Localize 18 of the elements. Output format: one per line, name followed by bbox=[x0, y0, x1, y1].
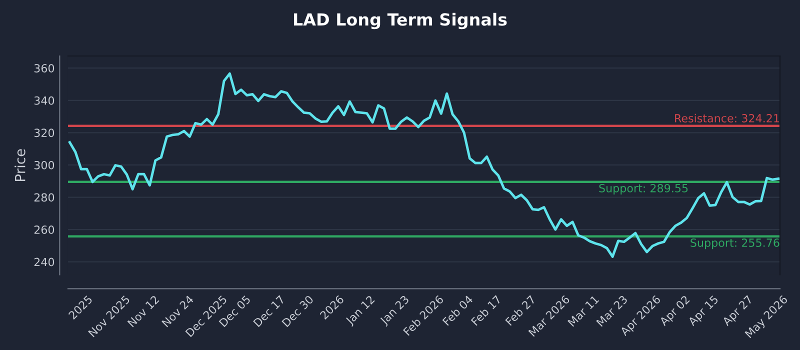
ref-line-label: Resistance: 324.21 bbox=[675, 114, 779, 122]
y-tick-label: 280 bbox=[34, 193, 54, 202]
x-tick-label: Jan 23 bbox=[379, 294, 411, 327]
y-tick-label: 340 bbox=[34, 96, 54, 105]
x-tick-label: Jan 12 bbox=[344, 295, 376, 327]
x-tick-label: Apr 27 bbox=[722, 295, 754, 328]
chart-title: LAD Long Term Signals bbox=[294, 12, 507, 30]
x-tick-label: Feb 27 bbox=[504, 294, 536, 326]
y-tick-label: 260 bbox=[34, 226, 54, 234]
x-tick-label: Dec 30 bbox=[282, 294, 314, 328]
y-tick-label: 320 bbox=[34, 128, 54, 138]
ref-line-label: Support: 289.55 bbox=[599, 184, 688, 195]
y-tick-label: 360 bbox=[34, 64, 54, 72]
line-series bbox=[68, 72, 780, 258]
y-axis-title: Price bbox=[14, 149, 26, 181]
y-tick-label: 240 bbox=[34, 258, 54, 266]
y-tick-label: 300 bbox=[34, 160, 54, 170]
ref-line-label: Support: 255.76 bbox=[690, 238, 780, 250]
